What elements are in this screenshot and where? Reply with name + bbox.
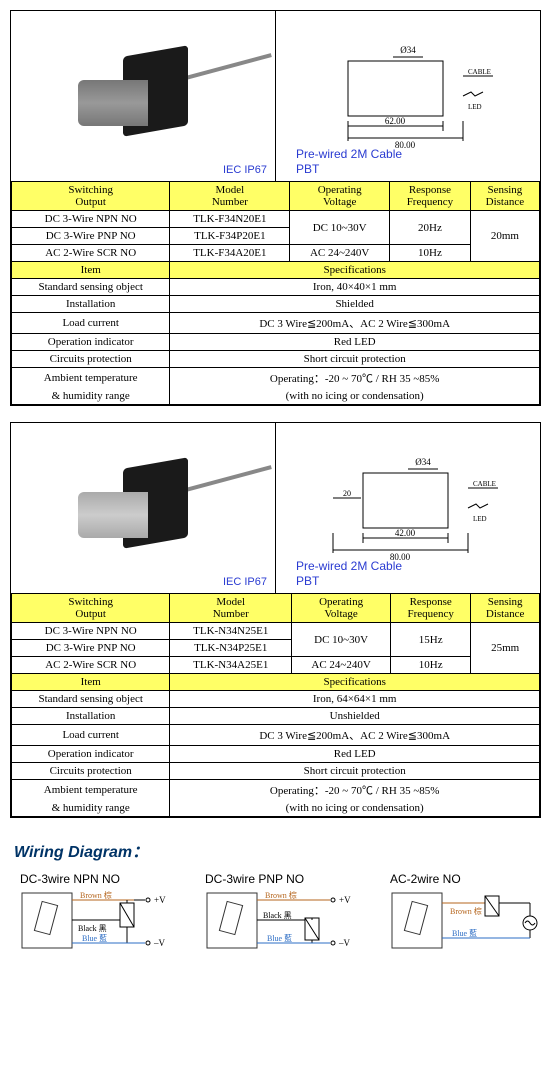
spec-row: & humidity range (with no icing or conde… bbox=[12, 800, 540, 817]
photo-cell: IEC IP67 bbox=[11, 423, 276, 593]
svg-text:–V: –V bbox=[338, 938, 351, 948]
hdr-distance: SensingDistance bbox=[471, 594, 540, 623]
table-row: AC 2-Wire SCR NO TLK-N34A25E1 AC 24~240V… bbox=[12, 657, 540, 674]
svg-text:+V: +V bbox=[339, 895, 351, 905]
spec-row: Circuits protectionShort circuit protect… bbox=[12, 763, 540, 780]
dimension-diagram: Ø34 CABLE LED 62.00 80.00 bbox=[308, 41, 508, 151]
diagram-cell: Ø34 CABLE LED 62.00 80.00 Pre-wired 2M C… bbox=[276, 11, 540, 181]
svg-text:Blue 藍: Blue 藍 bbox=[452, 928, 477, 938]
product-block-2: IEC IP67 Ø34 20 CABLE LED 42.00 80.0 bbox=[10, 422, 541, 818]
spec-row: Ambient temperature Operating：-20 ~ 70℃ … bbox=[12, 780, 540, 801]
iec-label: IEC IP67 bbox=[223, 164, 267, 176]
spec-row: InstallationShielded bbox=[12, 296, 540, 313]
wiring-ac: AC-2wire NO Brown 棕 Blue 藍 bbox=[390, 872, 545, 961]
svg-text:Brown 棕: Brown 棕 bbox=[265, 890, 297, 900]
svg-text:Brown 棕: Brown 棕 bbox=[80, 890, 112, 900]
spec-row: Operation indicatorRed LED bbox=[12, 746, 540, 763]
spec-hdr-item: Item bbox=[12, 262, 170, 279]
table-row: AC 2-Wire SCR NO TLK-F34A20E1 AC 24~240V… bbox=[12, 245, 540, 262]
image-row: IEC IP67 Ø34 20 CABLE LED 42.00 80.0 bbox=[11, 423, 540, 593]
cable-label: Pre-wired 2M Cable PBT bbox=[296, 559, 402, 588]
svg-text:+V: +V bbox=[154, 895, 166, 905]
svg-text:Blue 藍: Blue 藍 bbox=[82, 933, 107, 943]
sensor-photo bbox=[73, 458, 213, 558]
cable-label: Pre-wired 2M Cable PBT bbox=[296, 147, 402, 176]
hdr-frequency: ResponseFrequency bbox=[390, 182, 471, 211]
spec-hdr-spec: Specifications bbox=[170, 674, 540, 691]
hdr-switching: SwitchingOutput bbox=[12, 594, 170, 623]
svg-text:Blue 藍: Blue 藍 bbox=[267, 933, 292, 943]
wiring-title: Wiring Diagram： bbox=[14, 838, 541, 862]
hdr-frequency: ResponseFrequency bbox=[391, 594, 471, 623]
hdr-voltage: OperatingVoltage bbox=[292, 594, 391, 623]
spec-row: Operation indicatorRed LED bbox=[12, 334, 540, 351]
svg-text:Ø34: Ø34 bbox=[415, 457, 431, 467]
spec-row: Standard sensing objectIron, 64×64×1 mm bbox=[12, 691, 540, 708]
product-block-1: IEC IP67 Ø34 CABLE LED 62.00 80.00 Pre-w bbox=[10, 10, 541, 406]
svg-text:42.00: 42.00 bbox=[395, 528, 416, 538]
spec-row: Circuits protectionShort circuit protect… bbox=[12, 351, 540, 368]
spec-row: InstallationUnshielded bbox=[12, 708, 540, 725]
table-row: DC 3-Wire NPN NO TLK-N34N25E1 DC 10~30V … bbox=[12, 623, 540, 640]
model-table: SwitchingOutput ModelNumber OperatingVol… bbox=[11, 181, 540, 405]
hdr-model: ModelNumber bbox=[170, 594, 292, 623]
svg-text:Black 黑: Black 黑 bbox=[78, 924, 107, 933]
svg-text:–V: –V bbox=[153, 938, 166, 948]
wiring-row: DC-3wire NPN NO Brown 棕 Black 黑 Blue 藍 +… bbox=[10, 872, 541, 961]
svg-text:CABLE: CABLE bbox=[468, 68, 491, 76]
wiring-npn: DC-3wire NPN NO Brown 棕 Black 黑 Blue 藍 +… bbox=[20, 872, 175, 961]
spec-hdr-item: Item bbox=[12, 674, 170, 691]
spec-row: Load currentDC 3 Wire≦200mA、AC 2 Wire≦30… bbox=[12, 313, 540, 334]
model-table: SwitchingOutput ModelNumber OperatingVol… bbox=[11, 593, 540, 817]
spec-row: Load currentDC 3 Wire≦200mA、AC 2 Wire≦30… bbox=[12, 725, 540, 746]
spec-row: Standard sensing objectIron, 40×40×1 mm bbox=[12, 279, 540, 296]
wiring-diagram-ac: Brown 棕 Blue 藍 bbox=[390, 888, 545, 958]
diagram-cell: Ø34 20 CABLE LED 42.00 80.00 Pre-wired bbox=[276, 423, 540, 593]
svg-text:62.00: 62.00 bbox=[385, 116, 406, 126]
hdr-switching: SwitchingOutput bbox=[12, 182, 170, 211]
svg-text:Black 黑: Black 黑 bbox=[263, 911, 292, 920]
dimension-diagram: Ø34 20 CABLE LED 42.00 80.00 bbox=[303, 453, 513, 563]
svg-text:Brown 棕: Brown 棕 bbox=[450, 906, 482, 916]
svg-text:LED: LED bbox=[468, 103, 482, 111]
hdr-voltage: OperatingVoltage bbox=[290, 182, 390, 211]
table-row: DC 3-Wire NPN NO TLK-F34N20E1 DC 10~30V … bbox=[12, 211, 540, 228]
svg-text:Ø34: Ø34 bbox=[400, 45, 416, 55]
sensor-photo bbox=[73, 46, 213, 146]
svg-text:LED: LED bbox=[473, 515, 487, 523]
photo-cell: IEC IP67 bbox=[11, 11, 276, 181]
wiring-diagram-npn: Brown 棕 Black 黑 Blue 藍 +V –V bbox=[20, 888, 175, 958]
wiring-pnp: DC-3wire PNP NO Brown 棕 Black 黑 Blue 藍 +… bbox=[205, 872, 360, 961]
spec-row: & humidity range (with no icing or conde… bbox=[12, 388, 540, 405]
iec-label: IEC IP67 bbox=[223, 576, 267, 588]
spec-row: Ambient temperature Operating：-20 ~ 70℃ … bbox=[12, 368, 540, 389]
svg-text:20: 20 bbox=[343, 489, 351, 498]
spec-hdr-spec: Specifications bbox=[170, 262, 540, 279]
wiring-diagram-pnp: Brown 棕 Black 黑 Blue 藍 +V –V bbox=[205, 888, 360, 958]
hdr-distance: SensingDistance bbox=[470, 182, 539, 211]
image-row: IEC IP67 Ø34 CABLE LED 62.00 80.00 Pre-w bbox=[11, 11, 540, 181]
hdr-model: ModelNumber bbox=[170, 182, 290, 211]
svg-text:CABLE: CABLE bbox=[473, 480, 496, 488]
